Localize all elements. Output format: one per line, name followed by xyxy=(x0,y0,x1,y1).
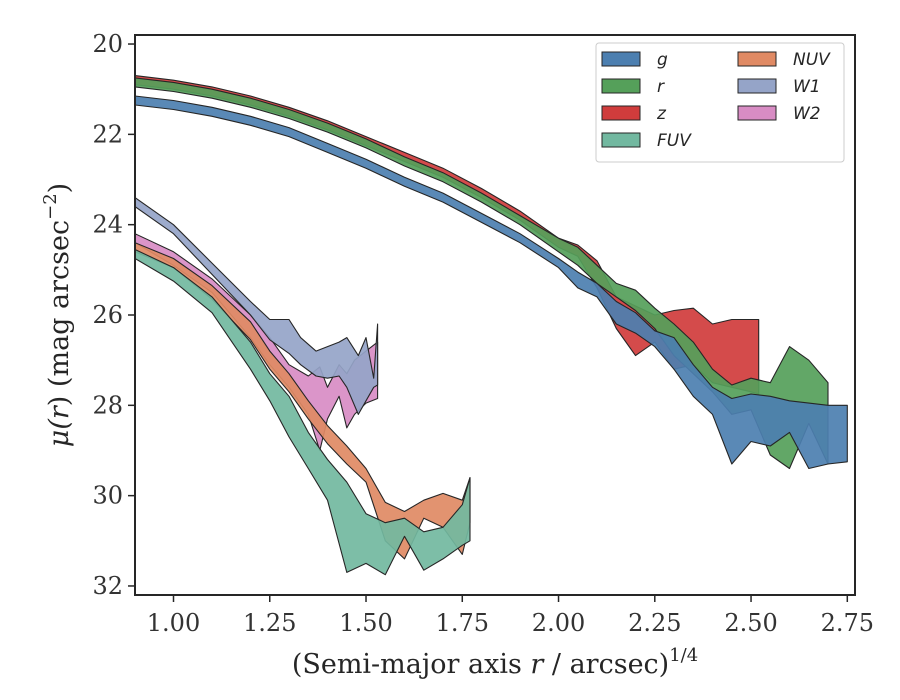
y-tick-label: 20 xyxy=(92,30,123,58)
legend-frame xyxy=(595,42,845,163)
y-tick-label: 22 xyxy=(92,120,123,148)
x-tick-label: 1.75 xyxy=(436,609,489,637)
legend-label-nuv: NUV xyxy=(793,50,831,70)
legend-label-w2: W2 xyxy=(793,104,821,124)
legend-swatch-g xyxy=(601,51,641,67)
x-axis-title: (Semi-major axis r / arcsec)1/4 xyxy=(292,645,698,680)
x-tick-label: 1.00 xyxy=(147,609,200,637)
legend: grz FUV NUV W1 W2 xyxy=(595,42,845,163)
legend-label-r: r xyxy=(657,77,665,97)
x-tick-label: 2.75 xyxy=(821,609,874,637)
band-g xyxy=(135,95,848,470)
x-tick-label: 2.00 xyxy=(532,609,585,637)
x-tick-label: 1.50 xyxy=(339,609,392,637)
y-tick-label: 24 xyxy=(92,211,123,239)
legend-swatch-fuv xyxy=(601,132,641,148)
legend-label-fuv: FUV xyxy=(657,131,692,151)
legend-label-w1: W1 xyxy=(793,77,821,97)
legend-swatch-w1 xyxy=(737,78,777,94)
y-axis-ticks: 20 22 24 26 28 30 32 xyxy=(92,30,135,600)
y-tick-label: 28 xyxy=(92,391,123,419)
legend-swatch-w2 xyxy=(737,105,777,121)
y-tick-label: 26 xyxy=(92,301,123,329)
band-w1 xyxy=(135,197,379,415)
legend-label-z: z xyxy=(656,104,667,124)
legend-label-g: g xyxy=(657,50,668,70)
legend-swatch-r xyxy=(601,78,641,94)
y-tick-label: 30 xyxy=(92,482,123,510)
y-axis-title: μ(r) (mag arcsec−2) xyxy=(40,183,75,447)
legend-swatch-nuv xyxy=(737,51,777,67)
band-fuv xyxy=(135,248,471,576)
profile-bands xyxy=(135,75,848,576)
x-tick-label: 2.25 xyxy=(628,609,681,637)
legend-swatch-z xyxy=(601,105,641,121)
x-tick-label: 2.50 xyxy=(724,609,777,637)
x-axis-ticks: 1.00 1.25 1.50 1.75 2.00 2.25 2.50 2.75 xyxy=(147,595,874,637)
y-tick-label: 32 xyxy=(92,572,123,600)
x-tick-label: 1.25 xyxy=(243,609,296,637)
